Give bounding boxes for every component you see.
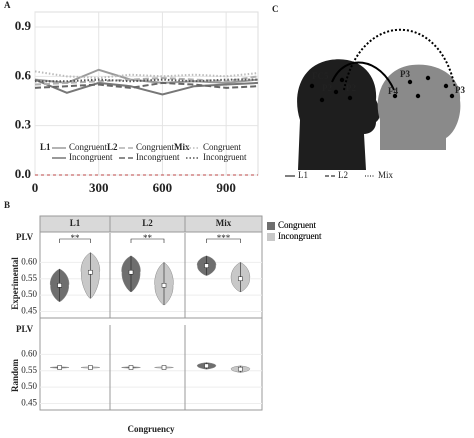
median bbox=[204, 263, 209, 268]
electrode-dot bbox=[319, 97, 325, 103]
electrode-label: P3 bbox=[455, 85, 465, 95]
line bbox=[34, 70, 259, 79]
y-axis-label: PLV bbox=[16, 324, 34, 334]
x-tick-label: 0 bbox=[32, 180, 39, 195]
median bbox=[204, 363, 209, 369]
y-tick-label: 0.50 bbox=[21, 289, 37, 299]
head-dark bbox=[297, 59, 380, 170]
facet-strip bbox=[184, 215, 263, 233]
legend-label: Congruent bbox=[278, 220, 316, 230]
line bbox=[34, 68, 259, 84]
connection bbox=[331, 61, 395, 91]
electrode-label: F4 bbox=[388, 86, 398, 96]
row-label: Random bbox=[10, 358, 20, 392]
legend-group: L2 bbox=[107, 142, 118, 152]
median bbox=[88, 269, 93, 275]
electrodes bbox=[309, 75, 455, 103]
y-tick-label: 0.45 bbox=[21, 306, 37, 316]
significance-bracket bbox=[59, 238, 91, 243]
electrode-dot bbox=[443, 83, 449, 89]
y-tick-label: 0.6 bbox=[15, 67, 32, 82]
legend-label: Congruent bbox=[69, 142, 107, 152]
electrode-dot bbox=[333, 89, 339, 95]
median bbox=[238, 366, 243, 372]
head-diagram bbox=[297, 28, 461, 170]
legend-label: Congruent bbox=[278, 220, 316, 230]
electrode-label: FC5 bbox=[312, 71, 329, 81]
connection bbox=[343, 28, 456, 91]
electrode-label: P2 bbox=[322, 83, 332, 93]
legend-label: Congruent bbox=[203, 142, 241, 152]
legend-label: Congruent bbox=[278, 220, 316, 230]
y-tick-label: 0.60 bbox=[21, 256, 37, 266]
y-tick-label: 0.9 bbox=[15, 18, 32, 33]
y-tick-label: 0.60 bbox=[21, 348, 37, 358]
median bbox=[161, 283, 167, 288]
row-label: Experimental bbox=[10, 257, 20, 310]
significance-label: ** bbox=[71, 233, 81, 243]
median bbox=[57, 283, 62, 288]
legend-label: Mix bbox=[378, 170, 394, 180]
electrode-dot bbox=[407, 79, 413, 85]
legend-label: Incongruent bbox=[278, 231, 322, 241]
y-axis-label: PLV bbox=[16, 232, 34, 242]
facet-label: Mix bbox=[216, 218, 232, 228]
legend-label: L2 bbox=[338, 170, 348, 180]
legend-label: L1 bbox=[298, 170, 308, 180]
panel-label: B bbox=[4, 200, 10, 210]
legend-label: Incongruent bbox=[278, 231, 322, 241]
legend-swatch bbox=[267, 233, 275, 241]
electrode-dot bbox=[449, 93, 455, 99]
line bbox=[34, 81, 259, 89]
x-tick-label: 600 bbox=[153, 180, 173, 195]
electrode-label: P2 bbox=[346, 83, 356, 93]
median bbox=[161, 365, 167, 370]
y-tick-label: 0.50 bbox=[21, 381, 37, 391]
panel-frame bbox=[39, 215, 263, 411]
electrode-dot bbox=[392, 93, 398, 99]
electrode-label: P3 bbox=[400, 69, 410, 79]
electrode-dot bbox=[309, 83, 315, 89]
y-tick-label: 0.3 bbox=[15, 117, 32, 132]
significance-label: *** bbox=[217, 233, 231, 243]
y-tick-label: 0.55 bbox=[21, 273, 37, 283]
legend-label: Congruent bbox=[136, 142, 174, 152]
median bbox=[57, 365, 62, 370]
panel-label: C bbox=[272, 4, 279, 14]
electrode-dot bbox=[339, 77, 345, 83]
electrode-dot bbox=[425, 75, 431, 81]
legend-label: Incongruent bbox=[136, 152, 180, 162]
electrode-dot bbox=[347, 95, 353, 101]
electrode-dot bbox=[415, 93, 421, 99]
significance-bracket bbox=[206, 238, 241, 243]
line bbox=[34, 78, 259, 96]
significance-bracket bbox=[130, 238, 165, 243]
y-tick-label: 0.45 bbox=[21, 398, 37, 408]
median bbox=[88, 365, 93, 370]
y-tick-label: 0.55 bbox=[21, 365, 37, 375]
head-light bbox=[377, 64, 461, 150]
legend-swatch bbox=[267, 222, 275, 230]
median bbox=[238, 276, 243, 282]
legend-label: Incongruent bbox=[203, 152, 247, 162]
significance-label: ** bbox=[143, 233, 153, 243]
facet-label: L2 bbox=[142, 218, 153, 228]
x-tick-label: 900 bbox=[216, 180, 236, 195]
median bbox=[128, 365, 134, 370]
y-tick-label: 0.0 bbox=[15, 166, 31, 181]
x-axis-label: Congruency bbox=[128, 424, 175, 434]
facet-label: L1 bbox=[70, 218, 81, 228]
legend-group: L1 bbox=[40, 142, 51, 152]
panel-label: A bbox=[4, 0, 11, 10]
median bbox=[128, 269, 134, 275]
plot-area bbox=[34, 11, 259, 176]
line bbox=[34, 75, 259, 86]
legend-label: Incongruent bbox=[69, 152, 113, 162]
legend-label: Incongruent bbox=[278, 231, 322, 241]
x-tick-label: 300 bbox=[89, 180, 109, 195]
line bbox=[35, 78, 258, 83]
legend-group: Mix bbox=[174, 142, 190, 152]
